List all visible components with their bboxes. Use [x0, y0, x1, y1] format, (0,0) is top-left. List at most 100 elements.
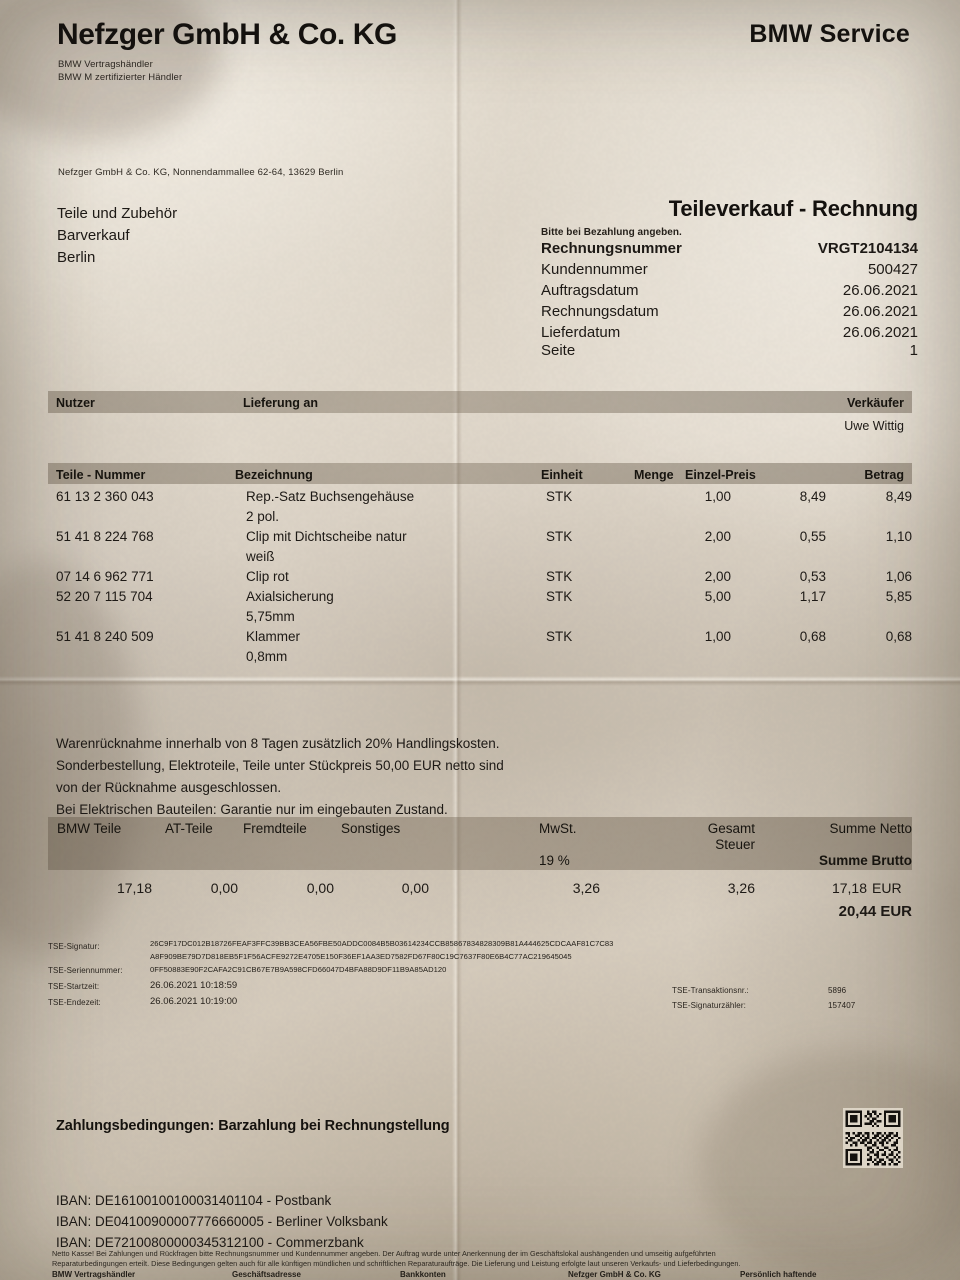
company-subtitle-1: BMW Vertragshändler: [58, 59, 153, 72]
meta-value: 500427: [761, 259, 918, 280]
cell-amount: 1,10: [826, 527, 912, 547]
footer-column-4: Nefzger GmbH & Co. KG: [568, 1270, 661, 1279]
meta-row-customer-number: Kundennummer 500427: [541, 259, 918, 280]
meta-label: Rechnungsnummer: [541, 238, 761, 259]
summary-header-gesamt: Gesamt: [646, 821, 755, 836]
meta-value: 26.06.2021: [761, 301, 918, 322]
cell-amount: 8,49: [826, 487, 912, 507]
cell-unit-price: 8,49: [731, 487, 826, 507]
meta-value: VRGT2104134: [761, 238, 918, 259]
cell-unit-price: 0,68: [731, 627, 826, 647]
sender-address-line: Nefzger GmbH & Co. KG, Nonnendammallee 6…: [58, 167, 343, 178]
recipient-line-1: Teile und Zubehör: [57, 203, 177, 225]
invoice-meta-table: Rechnungsnummer VRGT2104134 Kundennummer…: [541, 238, 918, 343]
summary-mwst-rate: 19 %: [539, 853, 570, 868]
tse-label-startzeit: TSE-Startzeit:: [48, 982, 99, 991]
cell-description: Rep.-Satz Buchsengehäuse: [246, 487, 546, 507]
invoice-document: Nefzger GmbH & Co. KG BMW Vertragshändle…: [0, 0, 960, 1280]
tse-transaction-number: 5896: [828, 986, 846, 995]
column-header-amount: Betrag: [0, 468, 904, 482]
cell-unit: STK: [546, 487, 646, 507]
summary-value-bmw-teile: 17,18: [57, 880, 152, 896]
meta-row-invoice-date: Rechnungsdatum 26.06.2021: [541, 301, 918, 322]
footer-column-2: Geschäftsadresse: [232, 1270, 301, 1279]
company-name: Nefzger GmbH & Co. KG: [57, 18, 397, 52]
payment-conditions: Zahlungsbedingungen: Barzahlung bei Rech…: [56, 1118, 450, 1134]
cell-part-number: 52 20 7 115 704: [56, 587, 246, 607]
cell-unit: STK: [546, 627, 646, 647]
summary-value-sonstiges: 0,00: [334, 880, 429, 896]
tse-label-seriennummer: TSE-Seriennummer:: [48, 966, 123, 975]
summary-value-at-teile: 0,00: [152, 880, 238, 896]
cell-unit: STK: [546, 587, 646, 607]
table-row: 51 41 8 224 768 Clip mit Dichtscheibe na…: [56, 527, 912, 547]
cell-description-line2: 0,8mm: [246, 647, 546, 667]
tse-end-time: 26.06.2021 10:19:00: [150, 996, 237, 1007]
table-row-continuation: 5,75mm: [56, 607, 912, 627]
column-header-verkaeufer: Verkäufer: [0, 396, 904, 410]
cell-part-number: 61 13 2 360 043: [56, 487, 246, 507]
footer-fine-print-1: Netto Kasse! Bei Zahlungen und Rückfrage…: [52, 1249, 952, 1260]
cell-amount: 1,06: [826, 567, 912, 587]
summary-value-summe-netto: 17,18: [766, 880, 867, 896]
tse-start-time: 26.06.2021 10:18:59: [150, 980, 237, 991]
table-row: 61 13 2 360 043 Rep.-Satz Buchsengehäuse…: [56, 487, 912, 507]
page-label: Seite: [541, 342, 575, 359]
footer-fine-print-2: Reparaturbedingungen erteilt. Diese Bedi…: [52, 1259, 952, 1270]
tse-label-signaturzaehler: TSE-Signaturzähler:: [672, 1001, 746, 1010]
recipient-line-2: Barverkauf: [57, 225, 130, 247]
meta-label: Auftragsdatum: [541, 280, 761, 301]
salesperson-name: Uwe Wittig: [0, 419, 904, 433]
cell-description-line2: 2 pol.: [246, 507, 546, 527]
summary-header-bmw-teile: BMW Teile: [57, 821, 121, 836]
summary-value-summe-brutto: 20,44 EUR: [700, 903, 912, 920]
summary-header-steuer: Steuer: [646, 837, 755, 852]
meta-value: 26.06.2021: [761, 280, 918, 301]
cell-quantity: 2,00: [646, 527, 731, 547]
meta-row-delivery-date: Lieferdatum 26.06.2021: [541, 322, 918, 343]
terms-line-2: Sonderbestellung, Elektroteile, Teile un…: [56, 755, 504, 777]
tse-label-signatur: TSE-Signatur:: [48, 942, 100, 951]
table-row: 07 14 6 962 771 Clip rot STK 2,00 0,53 1…: [56, 567, 912, 587]
cell-part-number: 51 41 8 224 768: [56, 527, 246, 547]
cell-unit-price: 0,53: [731, 567, 826, 587]
cell-description: Axialsicherung: [246, 587, 546, 607]
cell-part-number: 51 41 8 240 509: [56, 627, 246, 647]
meta-label: Lieferdatum: [541, 322, 761, 343]
cell-unit: STK: [546, 567, 646, 587]
cell-quantity: 2,00: [646, 567, 731, 587]
cell-quantity: 1,00: [646, 627, 731, 647]
summary-header-fremdteile: Fremdteile: [243, 821, 307, 836]
footer-column-5: Persönlich haftende: [740, 1270, 816, 1279]
table-row-continuation: 0,8mm: [56, 647, 912, 667]
tse-label-endezeit: TSE-Endezeit:: [48, 998, 101, 1007]
qr-code-icon: [840, 1108, 906, 1168]
cell-unit-price: 1,17: [731, 587, 826, 607]
tse-serial-number: 0FF50883E90F2CAFA2C91CB67E7B9A598CFD6604…: [150, 965, 446, 974]
summary-header-summe-netto: Summe Netto: [766, 821, 912, 836]
table-row-continuation: 2 pol.: [56, 507, 912, 527]
cell-description: Clip rot: [246, 567, 546, 587]
terms-line-1: Warenrücknahme innerhalb von 8 Tagen zus…: [56, 733, 500, 755]
summary-header-summe-brutto: Summe Brutto: [766, 853, 912, 868]
cell-quantity: 5,00: [646, 587, 731, 607]
summary-currency-netto: EUR: [872, 880, 902, 896]
iban-line-1: IBAN: DE16100100100031401104 - Postbank: [56, 1190, 331, 1211]
recipient-line-3: Berlin: [57, 247, 95, 269]
summary-header-mwst: MwSt.: [539, 821, 577, 836]
company-subtitle-2: BMW M zertifizierter Händler: [58, 72, 182, 85]
summary-header-sonstiges: Sonstiges: [341, 821, 400, 836]
meta-row-invoice-number: Rechnungsnummer VRGT2104134: [541, 238, 918, 259]
cell-description: Klammer: [246, 627, 546, 647]
cell-quantity: 1,00: [646, 487, 731, 507]
table-row: 51 41 8 240 509 Klammer STK 1,00 0,68 0,…: [56, 627, 912, 647]
cell-description-line2: weiß: [246, 547, 546, 567]
cell-description-line2: 5,75mm: [246, 607, 546, 627]
payment-hint: Bitte bei Bezahlung angeben.: [541, 227, 682, 238]
meta-value: 26.06.2021: [761, 322, 918, 343]
terms-line-3: von der Rücknahme ausgeschlossen.: [56, 777, 281, 799]
meta-label: Rechnungsdatum: [541, 301, 761, 322]
cell-unit-price: 0,55: [731, 527, 826, 547]
cell-unit: STK: [546, 527, 646, 547]
meta-row-order-date: Auftragsdatum 26.06.2021: [541, 280, 918, 301]
